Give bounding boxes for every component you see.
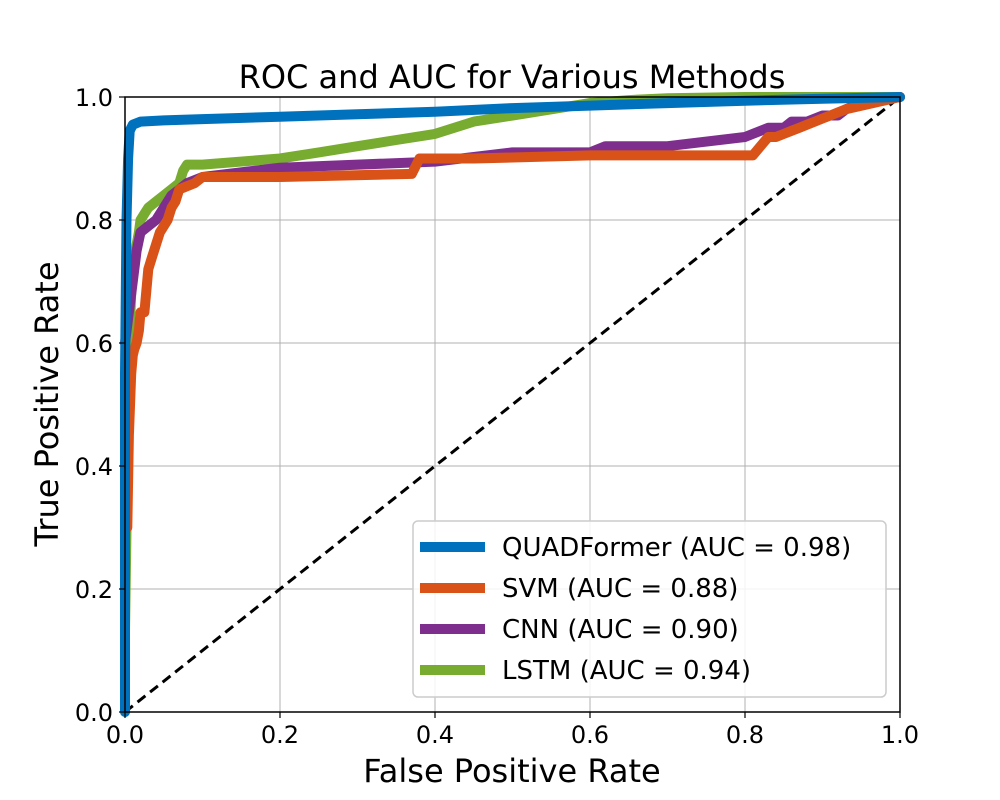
legend-label-lstm: LSTM (AUC = 0.94): [502, 656, 751, 686]
legend-label-quadformer: QUADFormer (AUC = 0.98): [502, 533, 851, 563]
x-tick-label: 0.0: [106, 721, 144, 749]
axis-ticks: 0.0 0.2 0.4 0.6 0.8 1.0 0.0 0.2 0.4 0.6 0.8 1.0: [75, 84, 919, 749]
grid: [124, 96, 901, 713]
x-tick-label: 1.0: [881, 721, 919, 749]
y-tick-label: 0.0: [75, 699, 113, 727]
y-axis-label: True Positive Rate: [28, 261, 66, 547]
x-tick-label: 0.6: [571, 721, 609, 749]
x-tick-label: 0.4: [416, 721, 454, 749]
series-layer: [120, 92, 905, 717]
y-tick-label: 0.4: [75, 453, 113, 481]
legend-label-cnn: CNN (AUC = 0.90): [502, 615, 739, 645]
series-line-svm: [120, 92, 905, 533]
x-tick-label: 0.2: [261, 721, 299, 749]
chart-title: ROC and AUC for Various Methods: [239, 58, 786, 96]
y-tick-label: 0.6: [75, 330, 113, 358]
plot-frame: [124, 96, 901, 713]
legend: QUADFormer (AUC = 0.98) SVM (AUC = 0.88) C…: [412, 520, 887, 698]
series-line-quadformer: [120, 92, 905, 717]
legend-label-svm: SVM (AUC = 0.88): [502, 574, 738, 604]
x-tick-label: 0.8: [726, 721, 764, 749]
y-tick-label: 0.8: [75, 207, 113, 235]
y-tick-label: 0.2: [75, 576, 113, 604]
legend-box: [412, 520, 887, 698]
y-tick-label: 1.0: [75, 84, 113, 112]
reference-diagonal-line: [124, 95, 901, 714]
x-axis-label: False Positive Rate: [363, 752, 660, 790]
